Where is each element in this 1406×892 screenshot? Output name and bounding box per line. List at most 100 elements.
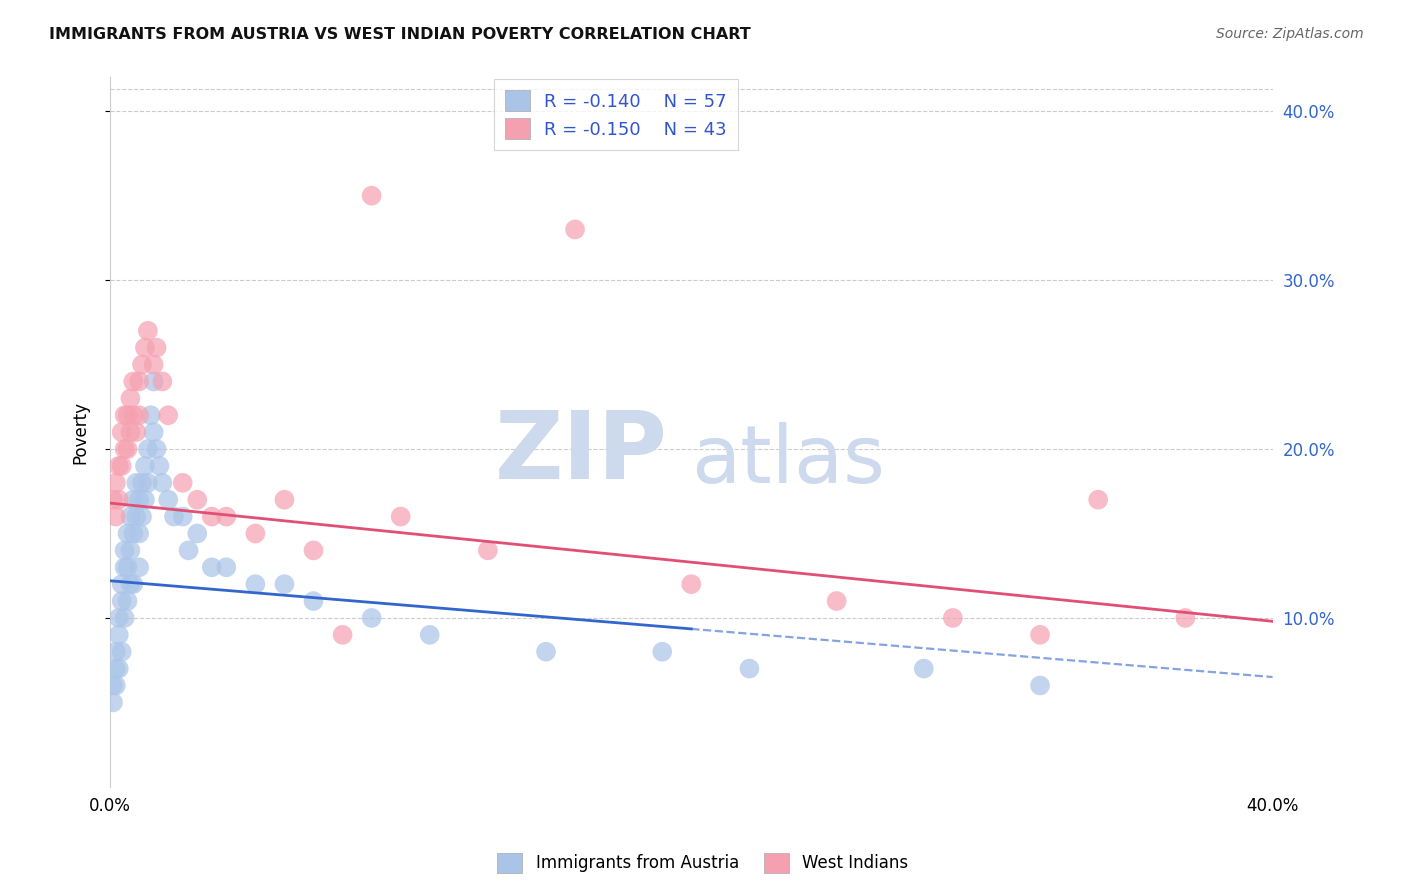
Point	[419, 628, 441, 642]
Text: IMMIGRANTS FROM AUSTRIA VS WEST INDIAN POVERTY CORRELATION CHART: IMMIGRANTS FROM AUSTRIA VS WEST INDIAN P…	[49, 27, 751, 42]
Point	[245, 526, 267, 541]
Point	[177, 543, 200, 558]
Point	[120, 392, 142, 406]
Point	[389, 509, 412, 524]
Point	[273, 577, 295, 591]
Text: ZIP: ZIP	[495, 408, 668, 500]
Point	[1029, 628, 1052, 642]
Point	[134, 458, 156, 473]
Point	[131, 475, 153, 490]
Point	[128, 409, 150, 423]
Point	[114, 442, 136, 456]
Point	[912, 662, 935, 676]
Point	[145, 341, 167, 355]
Point	[128, 492, 150, 507]
Point	[111, 645, 134, 659]
Point	[142, 358, 165, 372]
Point	[128, 526, 150, 541]
Point	[122, 492, 145, 507]
Point	[111, 577, 134, 591]
Point	[114, 611, 136, 625]
Point	[120, 509, 142, 524]
Point	[104, 475, 127, 490]
Point	[215, 560, 238, 574]
Point	[114, 543, 136, 558]
Point	[107, 458, 129, 473]
Point	[136, 475, 159, 490]
Y-axis label: Poverty: Poverty	[72, 401, 89, 464]
Point	[157, 409, 180, 423]
Point	[534, 645, 557, 659]
Point	[114, 409, 136, 423]
Point	[107, 492, 129, 507]
Point	[302, 543, 325, 558]
Point	[131, 509, 153, 524]
Point	[111, 458, 134, 473]
Point	[273, 492, 295, 507]
Point	[117, 442, 139, 456]
Point	[139, 409, 162, 423]
Point	[360, 188, 382, 202]
Point	[564, 222, 586, 236]
Point	[125, 475, 148, 490]
Point	[186, 526, 208, 541]
Point	[150, 375, 173, 389]
Point	[134, 492, 156, 507]
Point	[104, 509, 127, 524]
Point	[681, 577, 703, 591]
Point	[107, 611, 129, 625]
Point	[101, 695, 124, 709]
Point	[142, 375, 165, 389]
Point	[825, 594, 848, 608]
Point	[104, 678, 127, 692]
Point	[1174, 611, 1197, 625]
Point	[201, 509, 224, 524]
Point	[114, 560, 136, 574]
Point	[120, 543, 142, 558]
Point	[117, 594, 139, 608]
Legend: R = -0.140    N = 57, R = -0.150    N = 43: R = -0.140 N = 57, R = -0.150 N = 43	[494, 79, 738, 150]
Point	[107, 662, 129, 676]
Point	[122, 375, 145, 389]
Point	[157, 492, 180, 507]
Point	[302, 594, 325, 608]
Point	[215, 509, 238, 524]
Point	[1029, 678, 1052, 692]
Point	[101, 492, 124, 507]
Point	[136, 442, 159, 456]
Point	[131, 358, 153, 372]
Point	[148, 458, 170, 473]
Point	[120, 425, 142, 439]
Point	[120, 577, 142, 591]
Point	[163, 509, 186, 524]
Point	[1087, 492, 1109, 507]
Point	[651, 645, 673, 659]
Point	[117, 526, 139, 541]
Point	[942, 611, 965, 625]
Point	[104, 662, 127, 676]
Point	[128, 375, 150, 389]
Point	[332, 628, 354, 642]
Point	[150, 475, 173, 490]
Point	[111, 594, 134, 608]
Point	[104, 645, 127, 659]
Point	[245, 577, 267, 591]
Point	[122, 409, 145, 423]
Point	[125, 509, 148, 524]
Point	[477, 543, 499, 558]
Text: Source: ZipAtlas.com: Source: ZipAtlas.com	[1216, 27, 1364, 41]
Point	[117, 409, 139, 423]
Point	[186, 492, 208, 507]
Point	[122, 577, 145, 591]
Point	[172, 475, 194, 490]
Text: atlas: atlas	[692, 422, 886, 500]
Point	[111, 425, 134, 439]
Point	[360, 611, 382, 625]
Point	[142, 425, 165, 439]
Point	[125, 425, 148, 439]
Point	[136, 324, 159, 338]
Point	[738, 662, 761, 676]
Point	[122, 526, 145, 541]
Point	[172, 509, 194, 524]
Point	[101, 678, 124, 692]
